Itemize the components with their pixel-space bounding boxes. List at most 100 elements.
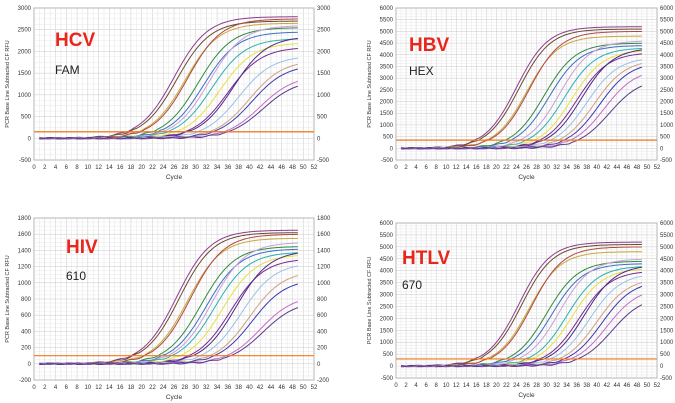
y-tick-label-right: 4500	[660, 257, 674, 263]
y-tick-label-left: 800	[21, 297, 32, 303]
y-tick-label-left: 500	[383, 135, 394, 141]
y-tick-label-left: 1500	[18, 71, 32, 77]
amplification-curves	[400, 241, 643, 368]
x-tick-label: 28	[181, 385, 188, 391]
x-tick-label: 32	[553, 383, 560, 389]
y-tick-label-left: 1000	[18, 93, 32, 99]
y-tick-label-left: 0	[28, 362, 32, 368]
x-tick-label: 30	[543, 165, 550, 171]
amplification-curve-16	[401, 85, 643, 150]
x-tick-label: 50	[644, 383, 651, 389]
x-tick-label: 20	[138, 165, 145, 171]
channel-label: FAM	[55, 63, 80, 77]
y-tick-label-left: 500	[383, 352, 394, 358]
x-tick-label: 36	[225, 385, 232, 391]
y-tick-label-left: 1000	[380, 123, 394, 129]
y-tick-label-right: 1000	[317, 93, 331, 99]
x-tick-label: 4	[54, 165, 58, 171]
y-tick-label-right: -500	[317, 158, 330, 164]
y-tick-label-left: 0	[28, 136, 32, 142]
x-tick-label: 18	[483, 383, 490, 389]
y-tick-label-right: 3000	[317, 6, 331, 12]
y-tick-label-right: 1800	[317, 216, 331, 222]
x-tick-label: 2	[43, 165, 47, 171]
x-tick-label: 32	[553, 165, 560, 171]
y-tick-label-left: 1400	[18, 248, 32, 254]
amplification-curve-16	[401, 304, 643, 368]
y-tick-label-left: 200	[21, 346, 32, 352]
x-tick-label: 16	[473, 165, 480, 171]
x-tick-label: 18	[128, 165, 135, 171]
y-tick-label-left: 4000	[380, 269, 394, 275]
x-tick-label: 32	[203, 165, 210, 171]
y-tick-label-left: 3500	[380, 281, 394, 287]
x-tick-label: 22	[503, 383, 510, 389]
x-tick-label: 46	[278, 385, 285, 391]
y-tick-label-right: 400	[317, 329, 328, 335]
x-tick-label: 6	[424, 165, 428, 171]
x-tick-label: 2	[43, 385, 47, 391]
x-axis-label: Cycle	[518, 174, 535, 181]
x-tick-label: 18	[483, 165, 490, 171]
y-tick-label-left: -500	[381, 158, 394, 164]
y-tick-label-left: 4500	[380, 257, 394, 263]
x-tick-label: 14	[106, 165, 113, 171]
y-tick-label-left: 3000	[380, 76, 394, 82]
y-tick-label-left: 3000	[18, 6, 32, 12]
x-tick-label: 6	[65, 385, 69, 391]
y-tick-label-left: 4000	[380, 53, 394, 59]
y-tick-label-right: 5000	[660, 245, 674, 251]
y-tick-label-left: 0	[390, 364, 394, 370]
y-tick-label-right: 2500	[660, 88, 674, 94]
x-tick-label: 40	[593, 383, 600, 389]
y-tick-label-left: 1200	[18, 265, 32, 271]
x-tick-label: 32	[203, 385, 210, 391]
y-tick-label-right: 0	[660, 146, 664, 152]
grid	[33, 217, 315, 381]
x-tick-label: 24	[160, 165, 167, 171]
x-tick-label: 10	[85, 165, 92, 171]
y-tick-label-right: 4000	[660, 269, 674, 275]
y-tick-label-right: -500	[660, 376, 673, 382]
x-tick-label: 10	[443, 383, 450, 389]
x-tick-label: 22	[149, 385, 156, 391]
x-tick-label: 20	[493, 383, 500, 389]
y-tick-label-right: 1500	[317, 71, 331, 77]
x-tick-label: 2	[404, 383, 408, 389]
x-tick-label: 52	[311, 165, 318, 171]
y-tick-label-right: 500	[660, 352, 671, 358]
x-tick-label: 26	[171, 385, 178, 391]
y-tick-label-right: 3500	[660, 64, 674, 70]
x-tick-label: 8	[75, 165, 79, 171]
chart-panel-hiv: 0 2 4 6 8 10 12 14 16 18 20 22 24 26 28 30 32 34 36 38 40 42 4…	[5, 216, 331, 401]
x-tick-label: 26	[171, 165, 178, 171]
y-tick-label-right: 1400	[317, 248, 331, 254]
y-tick-label-right: 200	[317, 346, 328, 352]
x-tick-label: 22	[503, 165, 510, 171]
x-tick-label: 38	[583, 383, 590, 389]
y-tick-label-left: 2500	[380, 88, 394, 94]
y-tick-label-left: 2500	[18, 28, 32, 34]
x-tick-label: 34	[214, 165, 221, 171]
x-tick-label: 14	[463, 165, 470, 171]
y-tick-label-right: 1000	[660, 340, 674, 346]
y-tick-label-right: 2000	[660, 100, 674, 106]
y-tick-label-right: 1500	[660, 328, 674, 334]
x-tick-label: 6	[65, 165, 69, 171]
x-tick-label: 28	[533, 165, 540, 171]
x-tick-label: 12	[95, 165, 102, 171]
y-tick-label-right: 1600	[317, 232, 331, 238]
x-tick-label: 26	[523, 383, 530, 389]
x-tick-label: 30	[192, 165, 199, 171]
x-tick-label: 48	[634, 383, 641, 389]
y-tick-label-right: 1200	[317, 265, 331, 271]
target-label: HTLV	[402, 248, 451, 269]
x-tick-label: 46	[278, 165, 285, 171]
x-tick-label: 30	[543, 383, 550, 389]
x-tick-label: 24	[513, 383, 520, 389]
y-tick-label-left: 1000	[18, 281, 32, 287]
y-tick-label-left: 4500	[380, 41, 394, 47]
x-tick-label: 38	[235, 385, 242, 391]
y-tick-label-left: 1600	[18, 232, 32, 238]
y-tick-label-right: 600	[317, 313, 328, 319]
